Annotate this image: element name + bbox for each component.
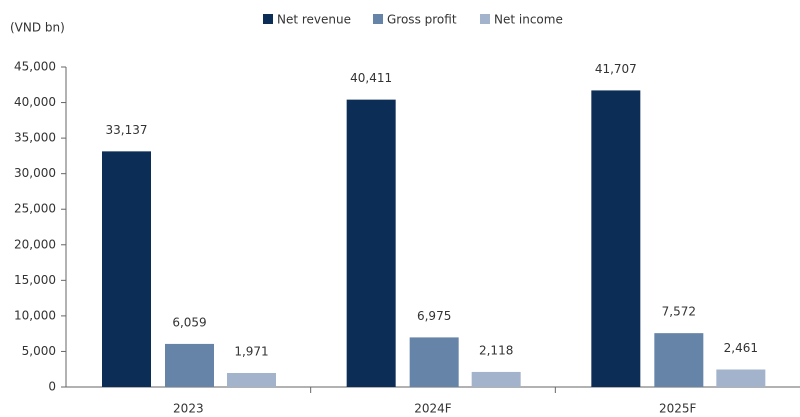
y-tick-label: 30,000 xyxy=(14,166,56,180)
y-tick-label: 5,000 xyxy=(22,344,56,358)
y-tick-label: 45,000 xyxy=(14,60,56,74)
y-tick-label: 40,000 xyxy=(14,95,56,109)
y-axis-label: (VND bn) xyxy=(10,21,65,35)
data-label: 2,118 xyxy=(479,343,513,357)
x-tick-label: 2025F xyxy=(659,402,697,416)
y-tick-label: 0 xyxy=(48,380,56,394)
bar xyxy=(227,372,276,387)
legend-swatch xyxy=(373,14,383,24)
bar xyxy=(409,337,459,387)
legend-label: Net income xyxy=(494,13,563,27)
legend-label: Net revenue xyxy=(277,13,351,27)
x-tick-label: 2024F xyxy=(414,402,452,416)
bar xyxy=(471,371,521,387)
x-tick-label: 2023 xyxy=(173,402,204,416)
legend-label: Gross profit xyxy=(387,13,457,27)
data-label: 40,411 xyxy=(350,71,392,85)
bar xyxy=(591,90,641,388)
data-label: 1,971 xyxy=(234,344,268,358)
data-label: 6,975 xyxy=(417,309,451,323)
y-tick-label: 15,000 xyxy=(14,273,56,287)
bar xyxy=(346,99,396,388)
bar xyxy=(102,151,151,387)
y-tick-label: 20,000 xyxy=(14,237,56,251)
legend-swatch xyxy=(263,14,273,24)
y-tick-label: 10,000 xyxy=(14,308,56,322)
bar xyxy=(165,343,214,387)
y-tick-label: 35,000 xyxy=(14,131,56,145)
bar xyxy=(716,369,766,387)
data-label: 7,572 xyxy=(662,305,696,319)
bar xyxy=(654,333,704,387)
legend-swatch xyxy=(480,14,490,24)
data-label: 6,059 xyxy=(172,315,206,329)
data-label: 2,461 xyxy=(724,341,758,355)
data-label: 41,707 xyxy=(595,62,637,76)
y-tick-label: 25,000 xyxy=(14,202,56,216)
data-label: 33,137 xyxy=(106,123,148,137)
